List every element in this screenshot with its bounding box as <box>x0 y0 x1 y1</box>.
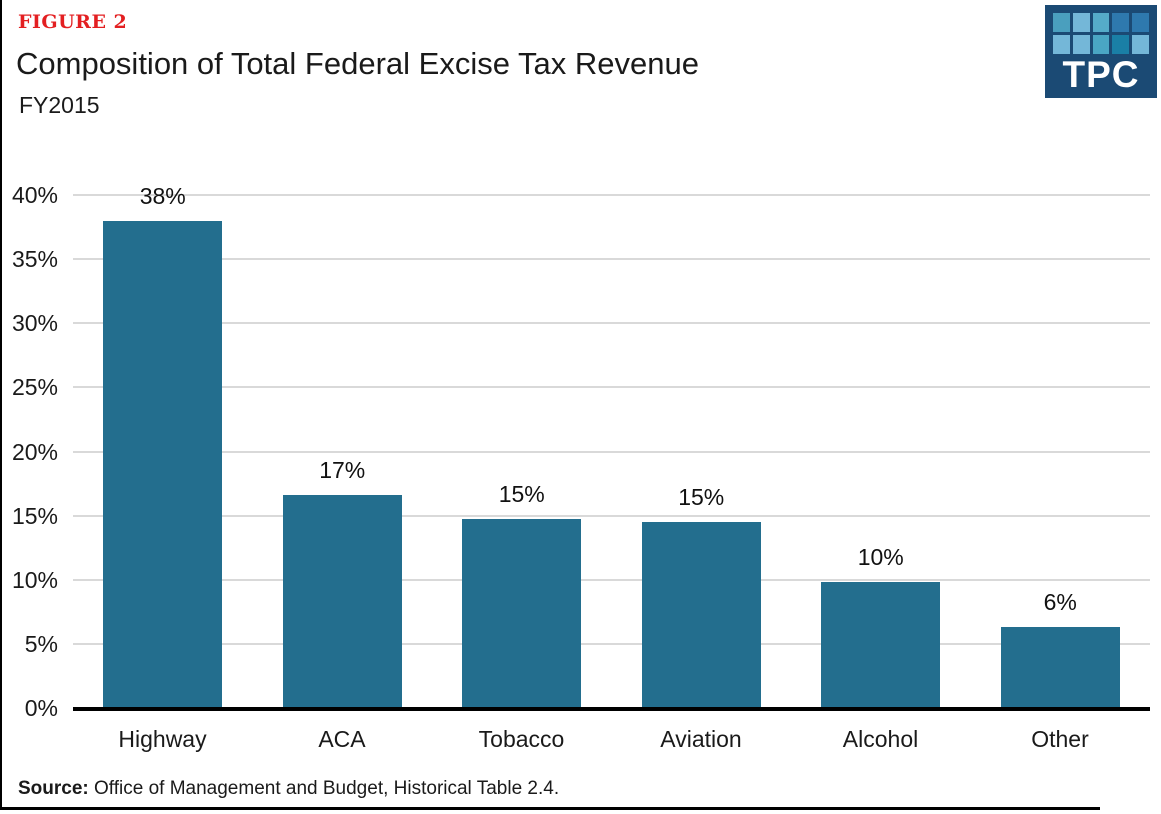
y-tick-label: 40% <box>11 182 58 208</box>
gridline <box>73 322 1150 325</box>
y-tick-label: 30% <box>11 310 58 337</box>
bar-aca <box>282 495 402 708</box>
bar-value-label: 15% <box>678 484 725 511</box>
y-tick-label: 15% <box>11 502 58 529</box>
x-axis-line <box>73 707 1150 711</box>
logo-square-icon <box>1053 13 1070 32</box>
gridline <box>73 578 1150 581</box>
logo-square-icon <box>1132 13 1149 32</box>
bar-other <box>1000 627 1120 708</box>
logo-square-icon <box>1092 35 1110 54</box>
bar-tobacco <box>462 519 582 708</box>
bottom-border <box>0 807 1100 810</box>
y-tick-label: 25% <box>11 374 58 401</box>
tpc-logo: TPC <box>1045 5 1157 98</box>
bar-alcohol <box>821 582 941 708</box>
x-category-label: Other <box>1031 726 1089 752</box>
logo-square-icon <box>1112 35 1130 54</box>
gridline <box>73 450 1150 453</box>
x-category-label: ACA <box>318 726 366 752</box>
x-category-label: Alcohol <box>842 726 919 752</box>
logo-square-icon <box>1072 13 1090 32</box>
figure-label: FIGURE 2 <box>18 11 128 33</box>
left-border <box>0 0 2 810</box>
y-tick-label: 0% <box>24 695 58 721</box>
x-category-label: Highway <box>118 726 207 752</box>
source-text: Office of Management and Budget, Histori… <box>88 778 560 799</box>
tpc-logo-grid-icon <box>1045 5 1157 54</box>
logo-square-icon <box>1092 13 1110 32</box>
bar-value-label: 38% <box>139 182 186 209</box>
gridline <box>73 514 1150 517</box>
gridline <box>73 386 1150 389</box>
bar-value-label: 10% <box>857 544 904 571</box>
chart-subtitle: FY2015 <box>19 92 100 118</box>
logo-square-icon <box>1112 13 1130 32</box>
bar-value-label: 15% <box>498 481 545 508</box>
x-category-label: Tobacco <box>478 726 565 752</box>
y-tick-label: 5% <box>24 630 58 657</box>
source-label: Source: <box>18 778 89 799</box>
x-category-label: Aviation <box>660 726 742 752</box>
source-note: Source: Office of Management and Budget,… <box>18 778 559 800</box>
y-tick-label: 35% <box>11 246 58 273</box>
bar-value-label: 17% <box>319 457 366 484</box>
gridline <box>73 258 1150 261</box>
logo-square-icon <box>1072 35 1090 54</box>
bar-value-label: 6% <box>1043 589 1077 616</box>
chart-title: Composition of Total Federal Excise Tax … <box>16 46 699 81</box>
y-tick-label: 20% <box>11 438 58 465</box>
bar-aviation <box>641 522 761 708</box>
logo-square-icon <box>1053 35 1070 54</box>
y-tick-label: 10% <box>11 566 58 593</box>
gridline <box>73 642 1150 645</box>
gridline <box>73 194 1150 196</box>
bar-highway <box>103 220 223 708</box>
logo-square-icon <box>1132 35 1149 54</box>
tpc-logo-text: TPC <box>1062 54 1140 95</box>
